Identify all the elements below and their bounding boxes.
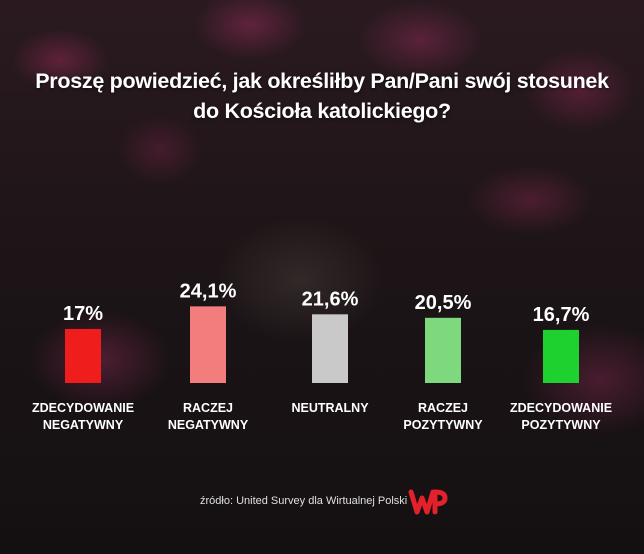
category-label-4-line-2: POZYTYWNY [403, 418, 483, 432]
wp-logo-icon [408, 489, 448, 515]
bar-3 [312, 314, 348, 383]
category-label-2-line-1: RACZEJ [183, 401, 233, 415]
bar-2 [190, 306, 226, 383]
value-label-3: 21,6% [302, 288, 359, 310]
chart-title-line-1: Proszę powiedzieć, jak określiłby Pan/Pa… [35, 69, 609, 93]
category-label-2-line-2: NEGATYWNY [168, 418, 249, 432]
value-label-1: 17% [63, 303, 103, 325]
bar-4 [425, 317, 461, 383]
category-label-5-line-2: POZYTYWNY [521, 418, 601, 432]
value-label-2: 24,1% [180, 280, 237, 302]
footer: źródło: United Survey dla Wirtualnej Pol… [0, 486, 644, 520]
source-note: źródło: United Survey dla Wirtualnej Pol… [200, 495, 408, 507]
chart-title: Proszę powiedzieć, jak określiłby Pan/Pa… [20, 66, 624, 126]
value-label-4: 20,5% [415, 292, 472, 314]
bar-5 [543, 329, 579, 383]
category-label-1-line-1: ZDECYDOWANIE [32, 401, 134, 415]
bar-1 [65, 328, 101, 383]
category-label-5-line-1: ZDECYDOWANIE [510, 401, 612, 415]
category-label-3-line-1: NEUTRALNY [291, 401, 369, 415]
chart-title-line-2: do Kościoła katolickiego? [193, 99, 451, 123]
category-label-1-line-2: NEGATYWNY [43, 418, 124, 432]
category-label-4-line-1: RACZEJ [418, 401, 468, 415]
value-label-5: 16,7% [533, 304, 590, 326]
